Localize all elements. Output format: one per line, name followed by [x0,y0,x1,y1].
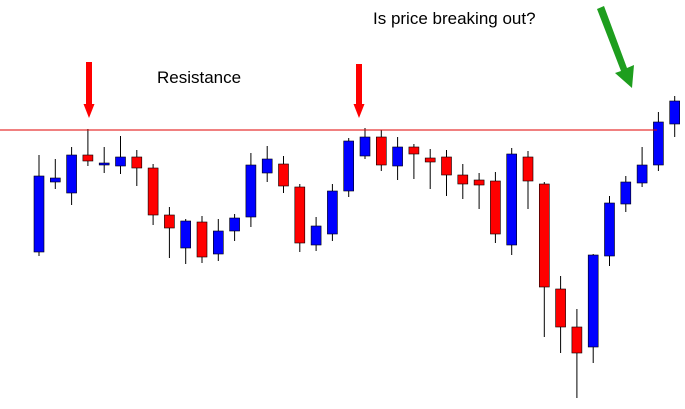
bearish-candle [294,186,306,244]
bearish-candle [522,156,534,182]
bearish-candle [82,154,94,162]
bullish-candle [33,175,45,253]
bullish-candle [392,146,403,167]
bearish-candle [490,180,501,235]
bullish-candle [66,154,77,194]
bullish-candle [98,162,110,166]
bullish-candle [343,140,355,192]
bearish-candle [457,174,469,185]
down-arrow-icon [353,64,365,118]
breakout-question-label: Is price breaking out? [373,9,536,28]
resistance-label: Resistance [157,68,241,87]
bullish-candle [49,177,61,183]
bullish-candle [245,164,257,218]
bullish-candle [327,190,338,235]
bearish-candle [441,156,452,176]
bullish-candle [229,217,240,232]
down-arrow-icon [83,62,95,118]
bullish-candle [359,136,371,157]
bearish-candle [571,326,583,354]
bullish-candle [653,121,664,166]
down-arrow-icon [597,6,634,88]
bullish-candle [506,153,518,246]
bearish-candle [408,146,420,155]
bullish-candle [620,181,632,205]
bullish-candle [180,220,191,249]
bearish-candle [147,167,159,216]
bearish-candle [473,179,485,186]
bullish-candle [213,230,224,255]
bullish-candle [669,100,681,125]
bearish-candle [196,221,208,258]
bullish-candle [587,254,599,348]
bearish-candle [424,157,436,163]
arrows-group [83,6,634,118]
bullish-candle [636,164,648,184]
bearish-candle [278,163,289,187]
bearish-candle [164,214,175,229]
bearish-candle [375,136,387,166]
bearish-candle [538,183,550,288]
bullish-candle [115,156,126,167]
bearish-candle [555,288,566,328]
bullish-candle [604,202,615,257]
bullish-candle [310,225,322,246]
bullish-candle [261,158,273,174]
candles-group [33,96,681,398]
bearish-candle [131,156,143,169]
